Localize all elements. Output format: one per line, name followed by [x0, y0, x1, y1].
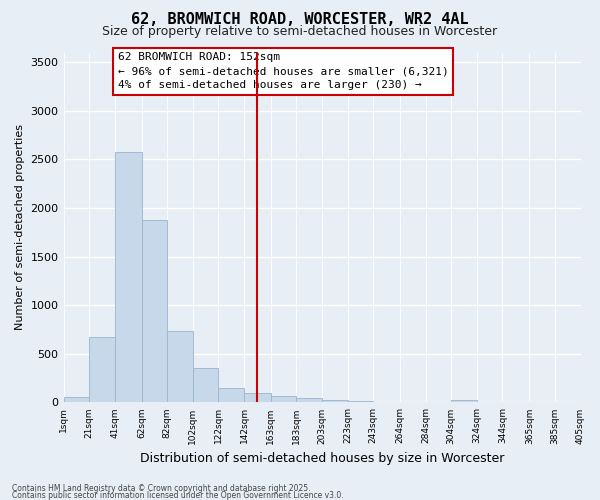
Bar — [115, 152, 142, 402]
Bar — [193, 368, 218, 402]
Bar — [142, 220, 167, 402]
Bar — [451, 400, 477, 402]
Text: 62 BROMWICH ROAD: 152sqm
← 96% of semi-detached houses are smaller (6,321)
4% of: 62 BROMWICH ROAD: 152sqm ← 96% of semi-d… — [118, 52, 449, 90]
Bar — [244, 392, 271, 402]
Text: Size of property relative to semi-detached houses in Worcester: Size of property relative to semi-detach… — [103, 25, 497, 38]
X-axis label: Distribution of semi-detached houses by size in Worcester: Distribution of semi-detached houses by … — [140, 452, 504, 465]
Text: 62, BROMWICH ROAD, WORCESTER, WR2 4AL: 62, BROMWICH ROAD, WORCESTER, WR2 4AL — [131, 12, 469, 28]
Bar — [89, 338, 115, 402]
Bar — [218, 388, 244, 402]
Bar — [296, 398, 322, 402]
Text: Contains HM Land Registry data © Crown copyright and database right 2025.: Contains HM Land Registry data © Crown c… — [12, 484, 311, 493]
Bar — [167, 332, 193, 402]
Bar — [271, 396, 296, 402]
Bar — [322, 400, 347, 402]
Text: Contains public sector information licensed under the Open Government Licence v3: Contains public sector information licen… — [12, 491, 344, 500]
Y-axis label: Number of semi-detached properties: Number of semi-detached properties — [15, 124, 25, 330]
Bar — [64, 397, 89, 402]
